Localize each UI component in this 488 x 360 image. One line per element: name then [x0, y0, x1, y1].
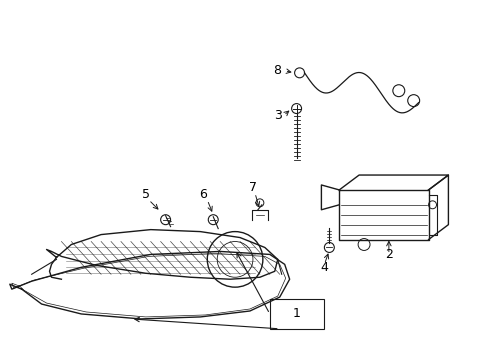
Text: 7: 7 [248, 181, 256, 194]
Text: 3: 3 [273, 109, 281, 122]
Text: 8: 8 [272, 64, 280, 77]
Text: 6: 6 [199, 188, 207, 201]
Text: 5: 5 [142, 188, 149, 201]
Bar [269, 299, 324, 329]
Text: 1: 1 [292, 307, 301, 320]
Text: 4: 4 [320, 261, 327, 274]
Text: 2: 2 [384, 248, 392, 261]
